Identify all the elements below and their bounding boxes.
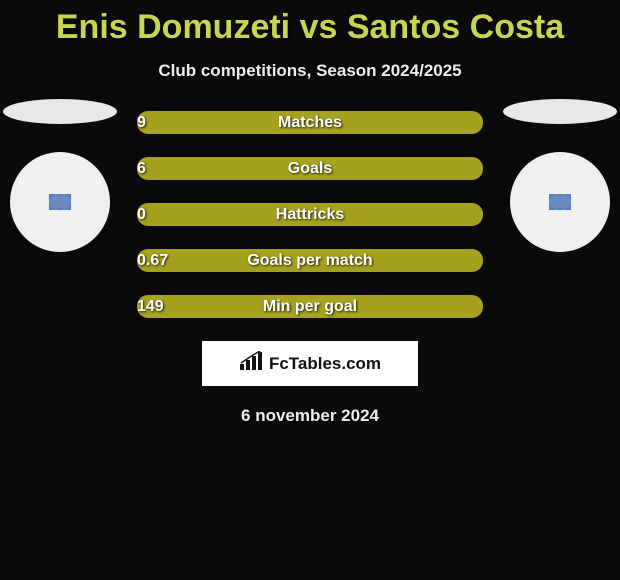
player-left-name-ellipse bbox=[3, 99, 117, 124]
stat-bars: Matches 9 Goals 6 Hattricks 0 Goals per … bbox=[137, 111, 483, 318]
stat-value-right: 0.67 bbox=[137, 252, 168, 270]
date-label: 6 november 2024 bbox=[0, 406, 620, 426]
stat-label: Goals bbox=[288, 160, 332, 178]
stat-value-right: 149 bbox=[137, 298, 164, 316]
stat-label: Matches bbox=[278, 114, 342, 132]
stat-bar: Goals 6 bbox=[137, 157, 483, 180]
stat-bar: Min per goal 149 bbox=[137, 295, 483, 318]
subtitle: Club competitions, Season 2024/2025 bbox=[0, 61, 620, 81]
stat-label: Hattricks bbox=[276, 206, 344, 224]
chart-bars-icon bbox=[239, 351, 265, 376]
player-right-name-ellipse bbox=[503, 99, 617, 124]
stat-value-right: 0 bbox=[137, 206, 146, 224]
player-left-badge bbox=[10, 152, 110, 252]
site-logo[interactable]: FcTables.com bbox=[202, 341, 418, 386]
stat-label: Min per goal bbox=[263, 298, 357, 316]
stat-bar: Matches 9 bbox=[137, 111, 483, 134]
page-title: Enis Domuzeti vs Santos Costa bbox=[0, 0, 620, 47]
stat-value-right: 9 bbox=[137, 114, 146, 132]
stat-bar-fill: Goals 6 bbox=[137, 157, 483, 180]
stat-value-right: 6 bbox=[137, 160, 146, 178]
stat-label: Goals per match bbox=[247, 252, 372, 270]
player-right-column bbox=[500, 99, 620, 252]
placeholder-crest-icon bbox=[49, 194, 71, 210]
stat-bar-fill: Hattricks 0 bbox=[137, 203, 483, 226]
player-right-badge bbox=[510, 152, 610, 252]
stat-bar-fill: Matches 9 bbox=[137, 111, 483, 134]
comparison-content: Matches 9 Goals 6 Hattricks 0 Goals per … bbox=[0, 111, 620, 426]
stat-bar: Hattricks 0 bbox=[137, 203, 483, 226]
logo-text: FcTables.com bbox=[269, 354, 381, 374]
player-left-column bbox=[0, 99, 120, 252]
stat-bar-fill: Goals per match 0.67 bbox=[137, 249, 483, 272]
stat-bar: Goals per match 0.67 bbox=[137, 249, 483, 272]
placeholder-crest-icon bbox=[549, 194, 571, 210]
stat-bar-fill: Min per goal 149 bbox=[137, 295, 483, 318]
